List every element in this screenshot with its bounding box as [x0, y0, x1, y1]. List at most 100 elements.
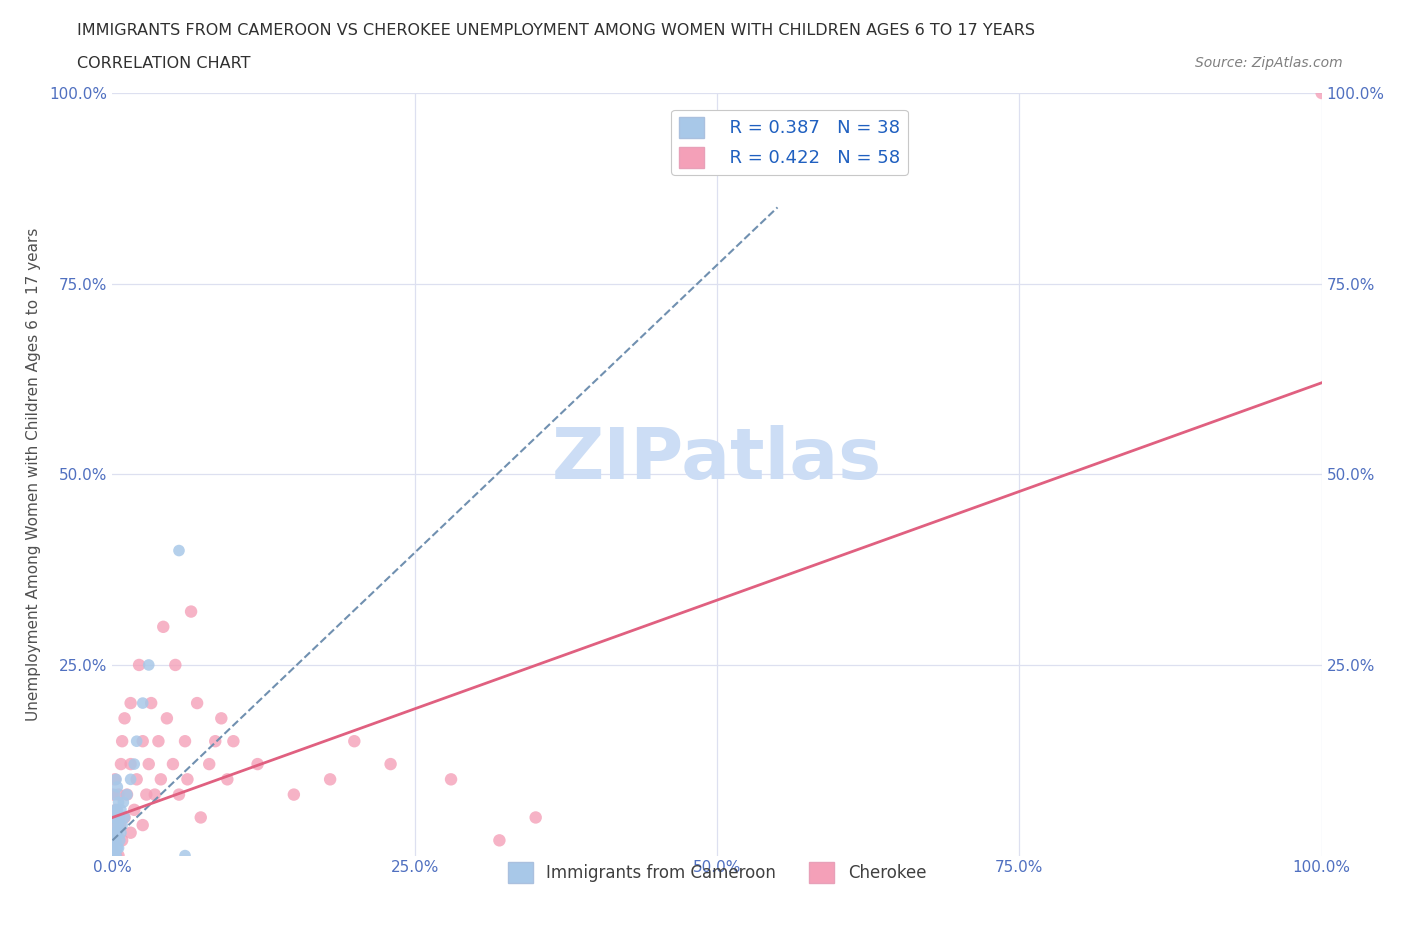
Point — [104, 848, 127, 863]
Point — [107, 795, 129, 810]
Point — [440, 772, 463, 787]
Point — [132, 817, 155, 832]
Point — [108, 833, 131, 848]
Point — [101, 841, 124, 856]
Text: ZIPatlas: ZIPatlas — [553, 425, 882, 494]
Point — [101, 848, 124, 863]
Point — [104, 833, 127, 848]
Point — [120, 772, 142, 787]
Point — [114, 810, 136, 825]
Point — [122, 757, 145, 772]
Point — [114, 711, 136, 725]
Point — [104, 825, 127, 840]
Point — [108, 810, 131, 825]
Point — [283, 787, 305, 802]
Point — [120, 757, 142, 772]
Y-axis label: Unemployment Among Women with Children Ages 6 to 17 years: Unemployment Among Women with Children A… — [27, 228, 41, 721]
Point — [180, 604, 202, 619]
Point — [138, 757, 160, 772]
Point — [103, 848, 125, 863]
Point — [1310, 86, 1333, 100]
Point — [105, 841, 128, 856]
Point — [103, 810, 125, 825]
Point — [105, 825, 128, 840]
Point — [103, 848, 125, 863]
Point — [128, 658, 150, 672]
Point — [162, 757, 184, 772]
Point — [110, 825, 132, 840]
Point — [105, 779, 128, 794]
Point — [107, 787, 129, 802]
Point — [114, 810, 136, 825]
Point — [105, 848, 128, 863]
Point — [107, 817, 129, 832]
Point — [222, 734, 245, 749]
Point — [107, 848, 129, 863]
Point — [103, 810, 125, 825]
Point — [122, 803, 145, 817]
Text: IMMIGRANTS FROM CAMEROON VS CHEROKEE UNEMPLOYMENT AMONG WOMEN WITH CHILDREN AGES: IMMIGRANTS FROM CAMEROON VS CHEROKEE UNE… — [77, 23, 1035, 38]
Point — [104, 772, 127, 787]
Point — [246, 757, 269, 772]
Point — [101, 841, 124, 856]
Point — [101, 817, 124, 832]
Point — [125, 772, 148, 787]
Point — [112, 795, 135, 810]
Point — [488, 833, 510, 848]
Point — [186, 696, 208, 711]
Point — [167, 543, 190, 558]
Point — [105, 772, 128, 787]
Point — [174, 734, 197, 749]
Point — [132, 734, 155, 749]
Point — [176, 772, 198, 787]
Point — [204, 734, 226, 749]
Point — [343, 734, 366, 749]
Point — [148, 734, 170, 749]
Point — [105, 825, 128, 840]
Point — [135, 787, 157, 802]
Point — [105, 833, 128, 848]
Text: Source: ZipAtlas.com: Source: ZipAtlas.com — [1195, 56, 1343, 70]
Point — [380, 757, 402, 772]
Point — [105, 803, 128, 817]
Point — [209, 711, 232, 725]
Point — [319, 772, 342, 787]
Point — [115, 787, 138, 802]
Point — [108, 817, 131, 832]
Text: CORRELATION CHART: CORRELATION CHART — [77, 56, 250, 71]
Point — [104, 803, 127, 817]
Point — [217, 772, 239, 787]
Point — [105, 848, 128, 863]
Point — [141, 696, 163, 711]
Point — [110, 757, 132, 772]
Point — [165, 658, 187, 672]
Point — [120, 825, 142, 840]
Legend: Immigrants from Cameroon, Cherokee: Immigrants from Cameroon, Cherokee — [501, 856, 934, 889]
Point — [103, 833, 125, 848]
Point — [111, 833, 134, 848]
Point — [167, 787, 190, 802]
Point — [115, 787, 138, 802]
Point — [105, 803, 128, 817]
Point — [524, 810, 547, 825]
Point — [190, 810, 212, 825]
Point — [105, 841, 128, 856]
Point — [105, 810, 128, 825]
Point — [174, 848, 197, 863]
Point — [125, 734, 148, 749]
Point — [132, 696, 155, 711]
Point — [120, 696, 142, 711]
Point — [156, 711, 179, 725]
Point — [104, 841, 127, 856]
Point — [101, 848, 124, 863]
Point — [152, 619, 174, 634]
Point — [149, 772, 172, 787]
Point — [138, 658, 160, 672]
Point — [103, 817, 125, 832]
Point — [198, 757, 221, 772]
Point — [111, 817, 134, 832]
Point — [104, 787, 127, 802]
Point — [143, 787, 166, 802]
Point — [107, 841, 129, 856]
Point — [101, 787, 124, 802]
